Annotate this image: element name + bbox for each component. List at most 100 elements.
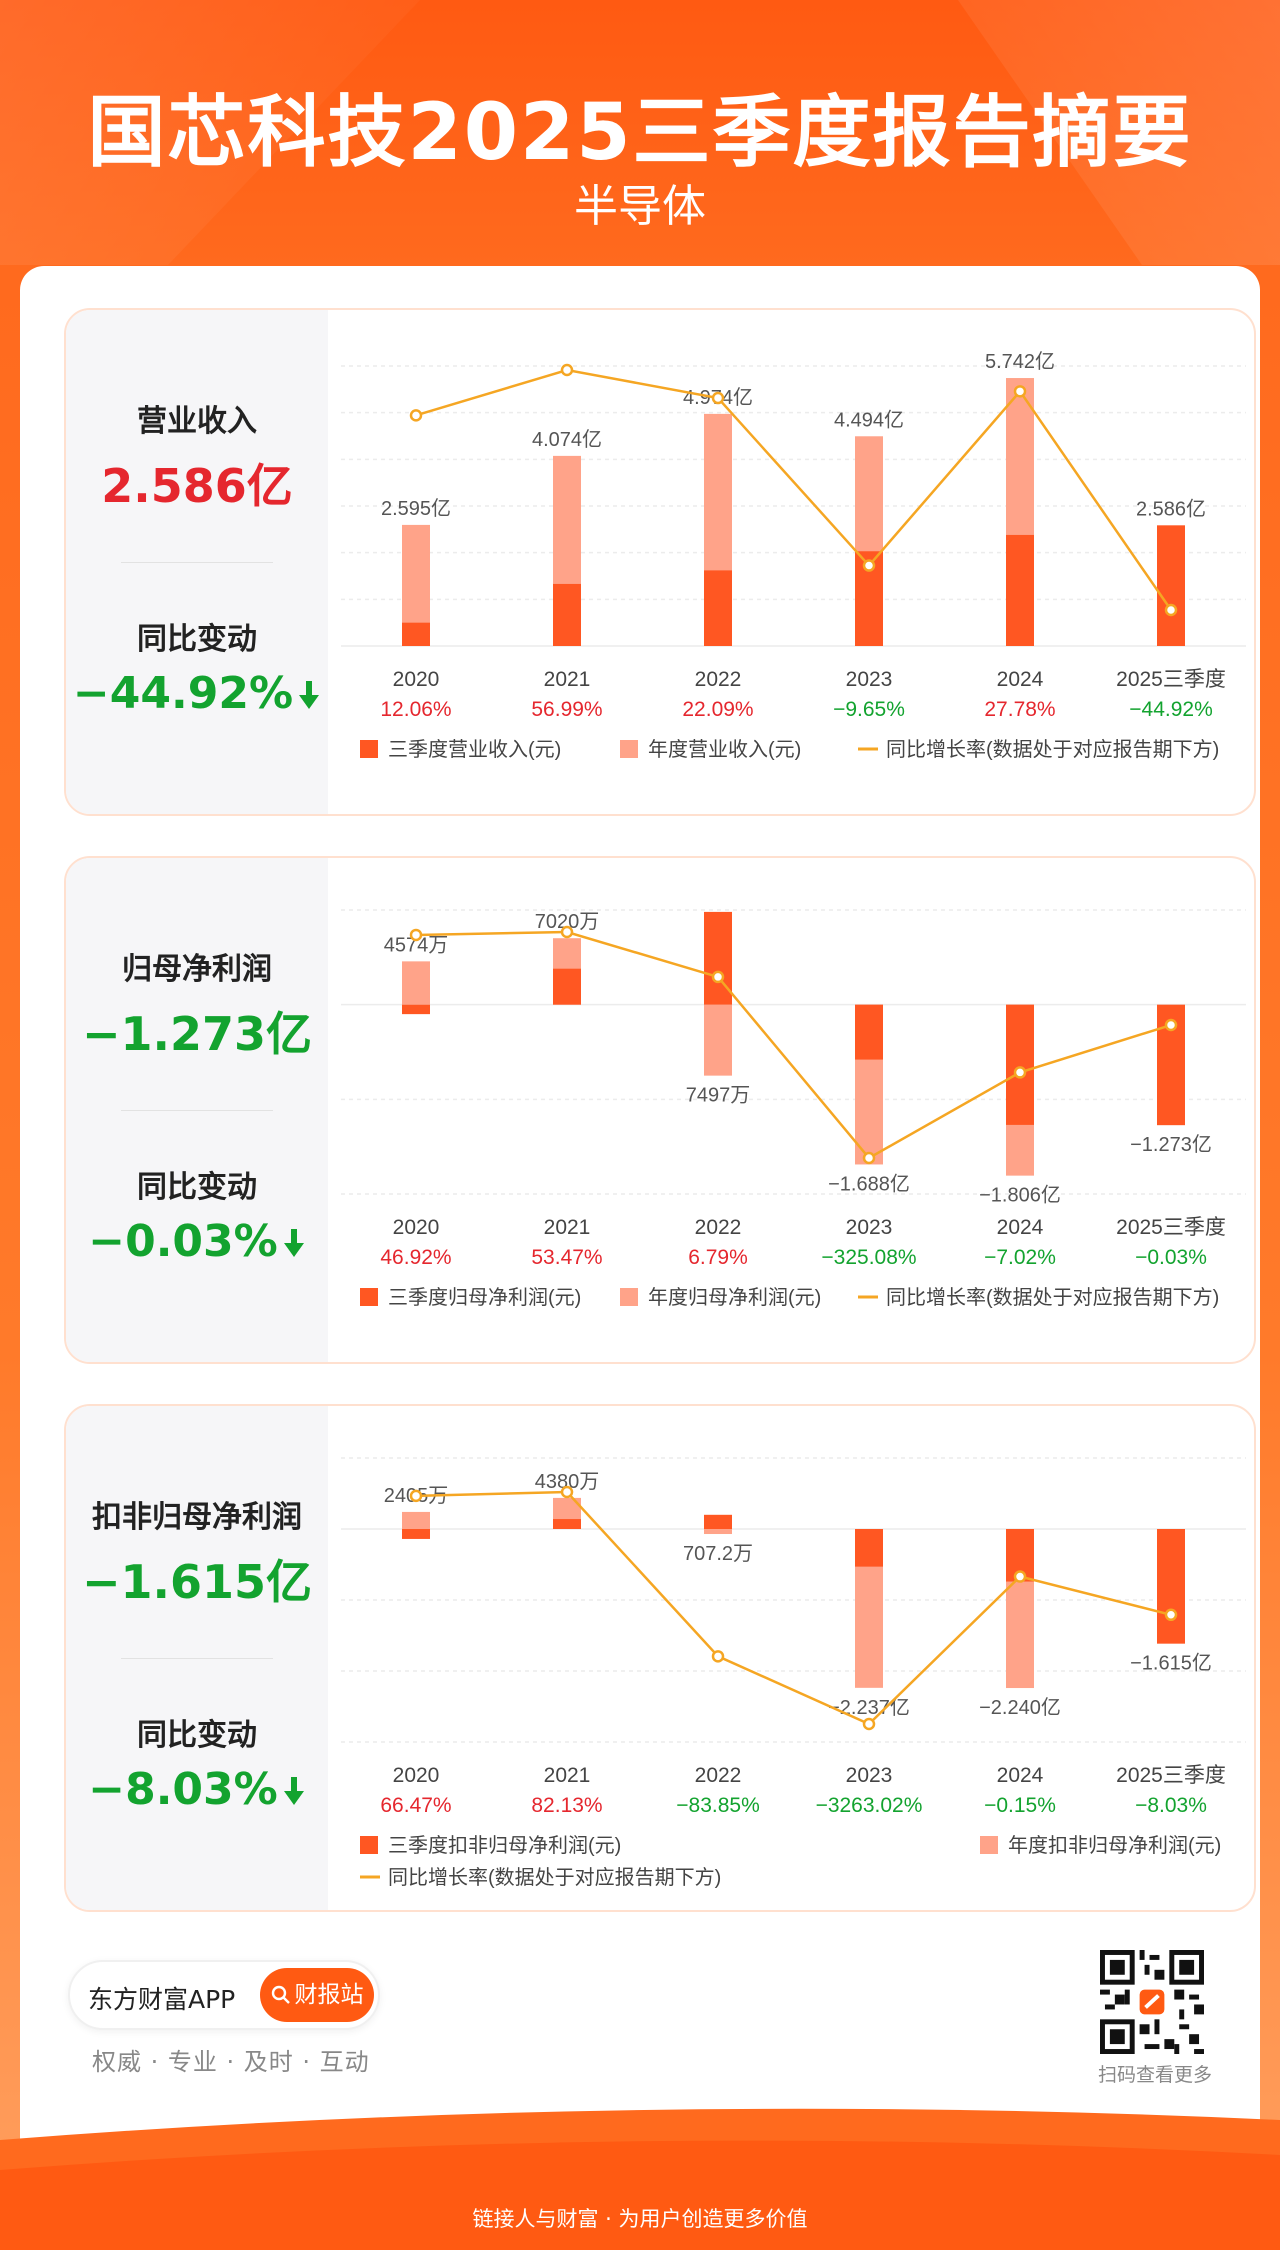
bar-value-label: −1.688亿 bbox=[828, 1172, 910, 1195]
change-value: −44.92% bbox=[72, 668, 294, 719]
annual-bar bbox=[704, 1529, 732, 1535]
bar-value-label: 7020万 bbox=[535, 911, 600, 933]
category-label: 2022 bbox=[695, 668, 742, 691]
metric-label: 扣非归母净利润 bbox=[92, 1500, 302, 1535]
arrow-down-icon bbox=[297, 671, 321, 722]
metric-value: −1.615亿 bbox=[81, 1555, 313, 1609]
legend-line-label: 同比增长率(数据处于对应报告期下方) bbox=[886, 1286, 1219, 1309]
deducted-net-profit-panel: 扣非归母净利润 −1.615亿 同比变动 −8.03% 2405万202066.… bbox=[64, 1404, 1256, 1912]
tagline: 权威 · 专业 · 及时 · 互动 bbox=[92, 2048, 370, 2076]
category-label: 2025三季度 bbox=[1116, 1764, 1226, 1787]
q3-bar bbox=[553, 583, 581, 646]
growth-point bbox=[711, 391, 725, 405]
growth-label: 6.79% bbox=[688, 1246, 748, 1269]
app-name: 东方财富APP bbox=[88, 1985, 236, 2014]
divider bbox=[121, 1658, 273, 1659]
bar-value-label: 7497万 bbox=[686, 1085, 751, 1107]
growth-point bbox=[1013, 385, 1027, 398]
growth-point bbox=[560, 363, 574, 377]
category-label: 2021 bbox=[544, 1216, 591, 1239]
bottom-slogan: 链接人与财富 · 为用户创造更多价值 bbox=[472, 2207, 808, 2231]
growth-label: 82.13% bbox=[531, 1794, 602, 1817]
growth-label: −44.92% bbox=[1129, 698, 1213, 721]
growth-point bbox=[409, 1489, 423, 1503]
growth-label: 27.78% bbox=[984, 698, 1055, 721]
growth-label: 56.99% bbox=[531, 698, 602, 721]
growth-label: 12.06% bbox=[380, 698, 451, 721]
change-label: 同比变动 bbox=[137, 1718, 257, 1753]
industry-subtitle: 半导体 bbox=[574, 181, 706, 232]
deducted-net-profit-summary: 扣非归母净利润 −1.615亿 同比变动 −8.03% bbox=[66, 1406, 328, 1910]
legend-annual-swatch bbox=[980, 1836, 998, 1854]
metric-label: 营业收入 bbox=[137, 404, 257, 439]
growth-point bbox=[862, 1151, 876, 1165]
growth-label: −0.03% bbox=[1135, 1246, 1207, 1269]
net-profit-summary: 归母净利润 −1.273亿 同比变动 −0.03% bbox=[66, 858, 328, 1362]
change-value-row: −44.92% bbox=[66, 668, 328, 722]
legend-annual-label: 年度归母净利润(元) bbox=[648, 1286, 821, 1309]
change-value-row: −8.03% bbox=[66, 1764, 328, 1818]
q3-bar bbox=[1157, 525, 1185, 646]
bar-value-label: 2.595亿 bbox=[381, 497, 451, 520]
growth-point bbox=[1164, 603, 1178, 617]
growth-label: −9.65% bbox=[833, 698, 905, 721]
legend-q3-swatch bbox=[360, 1836, 378, 1854]
divider bbox=[121, 562, 273, 563]
growth-line bbox=[415, 1490, 1172, 1726]
q3-bar bbox=[704, 570, 732, 646]
bar-value-label: 4380万 bbox=[535, 1471, 600, 1493]
annual-bar bbox=[402, 1511, 430, 1529]
app-badge[interactable]: 东方财富APP 财报站 bbox=[68, 1960, 380, 2030]
bar-value-label: −1.806亿 bbox=[979, 1184, 1061, 1207]
legend-q3-label: 三季度扣非归母净利润(元) bbox=[388, 1834, 621, 1857]
q3-bar bbox=[553, 968, 581, 1005]
legend-annual-swatch bbox=[620, 740, 638, 758]
report-station-label: 财报站 bbox=[294, 1982, 364, 2008]
growth-label: −7.02% bbox=[984, 1246, 1056, 1269]
growth-label: 66.47% bbox=[380, 1794, 451, 1817]
growth-point bbox=[711, 1650, 725, 1663]
growth-point bbox=[862, 1717, 876, 1731]
report-station-button[interactable]: 财报站 bbox=[260, 1968, 374, 2022]
category-label: 2021 bbox=[544, 668, 591, 691]
legend-line-label: 同比增长率(数据处于对应报告期下方) bbox=[388, 1866, 721, 1889]
change-label: 同比变动 bbox=[137, 622, 257, 657]
growth-point bbox=[862, 559, 876, 572]
net-profit-panel: 归母净利润 −1.273亿 同比变动 −0.03% 4574万 2020 46.92… bbox=[64, 856, 1256, 1364]
q3-bar bbox=[704, 1514, 732, 1529]
growth-point bbox=[409, 928, 423, 942]
main-card: 营业收入 2.586亿 同比变动 −44.92% 2.595亿 2020 12.06… bbox=[20, 266, 1260, 2166]
change-value: −0.03% bbox=[88, 1216, 278, 1267]
q3-bar bbox=[855, 1004, 883, 1060]
growth-point bbox=[1013, 1570, 1027, 1583]
header: 国芯科技2025三季度报告摘要 半导体 bbox=[0, 0, 1280, 265]
growth-label: −3263.02% bbox=[816, 1794, 923, 1817]
category-label: 2025三季度 bbox=[1116, 668, 1226, 691]
category-label: 2023 bbox=[846, 1764, 893, 1787]
q3-bar bbox=[1157, 1529, 1185, 1644]
change-label: 同比变动 bbox=[137, 1170, 257, 1205]
change-value-row: −0.03% bbox=[66, 1216, 328, 1270]
bottom-wave bbox=[0, 2108, 1280, 2250]
growth-label: −0.15% bbox=[984, 1794, 1056, 1817]
q3-bar bbox=[402, 1529, 430, 1539]
growth-point bbox=[1013, 1066, 1027, 1079]
legend-annual-swatch bbox=[620, 1288, 638, 1306]
growth-point bbox=[409, 409, 423, 422]
category-label: 2024 bbox=[997, 1764, 1044, 1787]
growth-point bbox=[1164, 1608, 1178, 1622]
metric-value: −1.273亿 bbox=[81, 1007, 313, 1061]
bar-value-label: 707.2万 bbox=[683, 1543, 753, 1565]
qr-code[interactable] bbox=[1100, 1950, 1204, 2054]
category-label: 2021 bbox=[544, 1764, 591, 1787]
arrow-down-icon bbox=[282, 1219, 306, 1270]
category-label: 2022 bbox=[695, 1216, 742, 1239]
legend-annual-label: 年度营业收入(元) bbox=[648, 738, 801, 761]
bar-value-label: 2.586亿 bbox=[1136, 497, 1206, 520]
qr-code-icon bbox=[1100, 1950, 1204, 2054]
search-icon bbox=[271, 1985, 290, 2004]
divider bbox=[121, 1110, 273, 1111]
revenue-summary: 营业收入 2.586亿 同比变动 −44.92% bbox=[66, 310, 328, 814]
q3-bar bbox=[402, 622, 430, 646]
legend-q3-swatch bbox=[360, 740, 378, 758]
